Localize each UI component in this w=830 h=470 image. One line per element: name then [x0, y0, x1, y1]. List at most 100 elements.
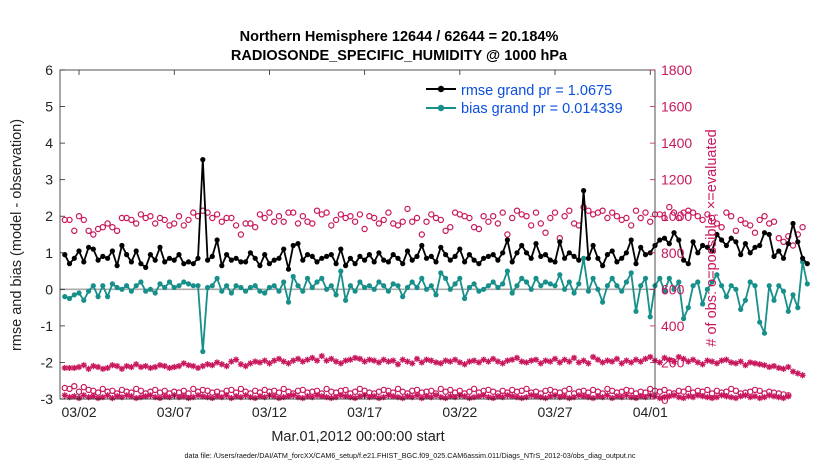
- possible-obs-marker: [213, 211, 221, 218]
- possible-obs-marker-low: [66, 385, 73, 393]
- evaluated-obs-marker-low: [666, 393, 673, 400]
- bias-point: [547, 281, 553, 287]
- evaluated-obs-marker: [656, 359, 663, 366]
- bias-point: [233, 283, 239, 289]
- possible-obs-marker-low: [447, 386, 454, 394]
- evaluated-obs-marker-low: [613, 393, 621, 400]
- rmse-point: [490, 252, 496, 258]
- possible-obs-marker: [147, 212, 154, 220]
- bias-point: [695, 279, 701, 285]
- evaluated-obs-marker-low: [409, 394, 416, 401]
- evaluated-obs-marker: [123, 363, 130, 370]
- possible-obs-marker: [623, 214, 630, 222]
- possible-obs-marker: [104, 220, 111, 227]
- evaluated-obs-marker: [228, 358, 235, 365]
- possible-obs-marker: [90, 231, 97, 238]
- possible-obs-marker: [328, 222, 335, 229]
- bias-point: [266, 284, 272, 291]
- possible-obs-marker: [175, 212, 183, 220]
- possible-obs-marker: [647, 218, 654, 225]
- y-tick-label-left: 2: [45, 208, 53, 224]
- possible-obs-marker: [113, 227, 121, 234]
- possible-obs-marker: [551, 209, 559, 216]
- possible-obs-marker: [437, 216, 444, 224]
- bias-point: [738, 306, 744, 312]
- rmse-point: [371, 259, 377, 265]
- evaluated-obs-marker: [366, 356, 373, 363]
- bias-point: [100, 283, 106, 289]
- rmse-point: [266, 261, 272, 267]
- rmse-point: [86, 244, 92, 250]
- evaluated-obs-marker: [504, 357, 511, 364]
- evaluated-obs-marker-low: [309, 394, 316, 401]
- bias-point: [157, 281, 163, 287]
- evaluated-obs-marker-low: [213, 393, 221, 400]
- bias-point: [338, 268, 344, 274]
- possible-obs-marker: [75, 212, 83, 220]
- rmse-point: [276, 255, 282, 261]
- rmse-point: [214, 237, 220, 243]
- evaluated-obs-marker-low: [118, 394, 125, 401]
- evaluated-obs-marker: [399, 356, 406, 363]
- rmse-point: [62, 252, 68, 258]
- possible-obs-marker-low: [680, 388, 687, 395]
- possible-obs-marker: [418, 231, 425, 238]
- bias-point: [690, 283, 696, 289]
- evaluated-obs-marker-low: [737, 393, 744, 400]
- evaluated-obs-marker: [266, 360, 273, 367]
- bias-point: [409, 279, 415, 285]
- evaluated-obs-marker-low: [323, 394, 330, 401]
- evaluated-obs-marker: [756, 361, 763, 368]
- bias-point: [676, 279, 682, 285]
- obs-count-layer: [61, 203, 806, 402]
- rmse-point: [443, 252, 449, 258]
- evaluated-obs-marker-low: [332, 394, 340, 401]
- evaluated-obs-marker: [718, 357, 725, 364]
- possible-obs-marker: [85, 227, 92, 234]
- possible-obs-marker: [170, 220, 178, 227]
- evaluated-obs-marker: [90, 363, 97, 370]
- rmse-point: [404, 248, 411, 254]
- rmse-point: [547, 257, 553, 263]
- evaluated-obs-marker: [166, 364, 173, 372]
- rmse-point: [262, 252, 268, 258]
- bias-point: [566, 279, 572, 285]
- possible-obs-marker: [580, 203, 587, 211]
- bias-point: [385, 288, 391, 294]
- rmse-point: [476, 261, 482, 267]
- evaluated-obs-marker: [256, 359, 264, 366]
- evaluated-obs-marker: [152, 363, 159, 371]
- evaluated-obs-marker: [789, 368, 797, 375]
- bias-point: [533, 275, 539, 281]
- bias-point: [152, 290, 158, 296]
- evaluated-obs-marker-low: [499, 394, 506, 401]
- evaluated-obs-marker-low: [137, 394, 145, 401]
- evaluated-obs-marker: [209, 362, 216, 369]
- evaluated-obs-marker: [252, 358, 259, 365]
- possible-obs-marker-low: [523, 385, 530, 393]
- possible-obs-marker: [228, 214, 235, 222]
- bias-point: [228, 290, 234, 296]
- bias-point: [723, 294, 730, 300]
- rmse-point: [166, 255, 173, 261]
- possible-obs-marker: [337, 211, 344, 218]
- rmse-point: [152, 257, 158, 263]
- evaluated-obs-marker-low: [218, 394, 225, 401]
- bias-point: [628, 270, 634, 276]
- bias-point: [785, 308, 791, 314]
- evaluated-obs-marker-low: [252, 394, 259, 402]
- evaluated-obs-marker: [271, 357, 278, 364]
- evaluated-obs-marker: [423, 356, 430, 363]
- evaluated-obs-marker: [509, 356, 516, 363]
- y-tick-label-right: 0: [661, 391, 669, 407]
- bias-point: [352, 288, 358, 294]
- evaluated-obs-marker: [623, 357, 630, 364]
- x-tick-label: 03/27: [538, 404, 573, 420]
- possible-obs-marker: [128, 216, 135, 224]
- x-tick-label: 03/07: [157, 404, 192, 420]
- evaluated-obs-marker: [737, 358, 744, 365]
- rmse-point: [466, 252, 472, 258]
- evaluated-obs-marker-low: [404, 393, 411, 400]
- evaluated-obs-marker-low: [518, 394, 525, 402]
